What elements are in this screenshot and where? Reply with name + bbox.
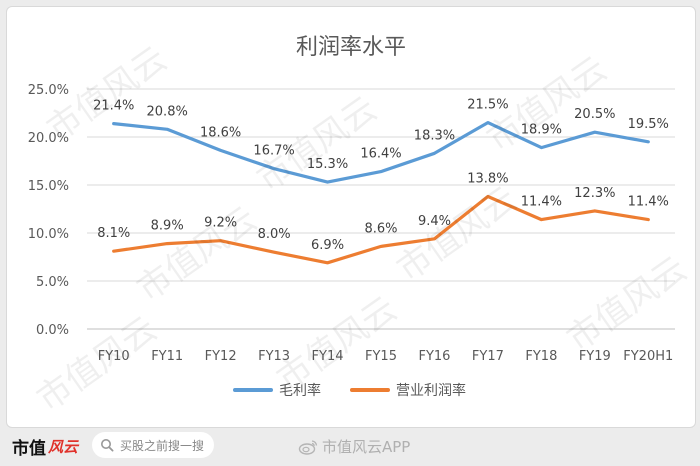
- brand-logo-mark: 风云: [48, 437, 79, 456]
- series-line-1: [112, 120, 650, 184]
- x-tick-label: FY14: [312, 349, 344, 364]
- x-tick-label: FY20H1: [623, 349, 673, 364]
- data-label: 8.1%: [97, 226, 130, 241]
- y-tick-label: 10.0%: [28, 227, 69, 242]
- data-label: 8.9%: [151, 219, 184, 234]
- x-tick-label: FY16: [418, 349, 450, 364]
- data-label: 21.4%: [93, 99, 134, 114]
- search-box[interactable]: 买股之前搜一搜: [92, 432, 214, 458]
- x-tick-label: FY11: [151, 349, 183, 364]
- x-tick-label: FY10: [98, 349, 130, 364]
- data-label: 18.9%: [521, 123, 562, 138]
- chart-title: 利润率水平: [296, 35, 406, 60]
- data-label: 19.5%: [628, 117, 669, 132]
- series: [112, 120, 650, 265]
- x-axis: FY10 FY11 FY12 FY13 FY14 FY15 FY16 FY17 FY18 FY19…: [98, 349, 674, 364]
- weibo-icon: [298, 439, 318, 455]
- data-label: 9.4%: [418, 214, 451, 229]
- x-tick-label: FY15: [365, 349, 397, 364]
- search-icon: [101, 439, 114, 452]
- data-label: 16.4%: [360, 147, 401, 162]
- x-tick-label: FY13: [258, 349, 290, 364]
- data-label: 18.6%: [200, 125, 241, 140]
- y-tick-label: 15.0%: [28, 179, 69, 194]
- data-label: 9.2%: [204, 216, 237, 231]
- data-label: 13.8%: [467, 172, 508, 187]
- data-label: 6.9%: [311, 238, 344, 253]
- series-line-2: [112, 194, 650, 265]
- data-labels: 21.4% 20.8% 18.6% 16.7% 15.3% 16.4% 18.3% 21.5%…: [93, 98, 669, 253]
- brand-name: 市值: [12, 438, 46, 459]
- data-label: 16.7%: [253, 144, 294, 159]
- legend-label-1: 毛利率: [279, 382, 321, 399]
- x-tick-label: FY12: [205, 349, 237, 364]
- data-label: 12.3%: [574, 186, 615, 201]
- data-label: 15.3%: [307, 157, 348, 172]
- brand-logo[interactable]: 市值 风云: [12, 432, 78, 460]
- x-tick-label: FY17: [472, 349, 504, 364]
- data-label: 8.0%: [258, 227, 291, 242]
- data-label: 11.4%: [628, 195, 669, 210]
- line-chart: 利润率水平 0.0%5.0%10.0%15.0%20.0%25.0% FY10 F…: [28, 35, 675, 399]
- legend-label-2: 营业利润率: [396, 382, 466, 399]
- data-label: 11.4%: [521, 195, 562, 210]
- y-tick-label: 20.0%: [28, 131, 69, 146]
- gridlines: [87, 88, 675, 330]
- data-label: 21.5%: [467, 98, 508, 113]
- weibo-credit: 市值风云APP: [298, 436, 410, 457]
- chart-card: 利润率水平 0.0% 5.0% 10.0% 15.0% 20.0% 25.0% FY10 F…: [6, 6, 696, 428]
- x-tick-label: FY18: [525, 349, 557, 364]
- data-label: 18.3%: [414, 128, 455, 143]
- y-tick-label: 0.0%: [36, 323, 69, 338]
- x-tick-label: FY19: [579, 349, 611, 364]
- y-axis: 0.0% 5.0% 10.0% 15.0% 20.0% 25.0%: [28, 83, 69, 338]
- y-tick-label: 5.0%: [36, 275, 69, 290]
- search-placeholder: 买股之前搜一搜: [120, 438, 205, 453]
- data-label: 20.5%: [574, 107, 615, 122]
- weibo-credit-text: 市值风云APP: [322, 438, 411, 456]
- legend: 毛利率 营业利润率: [233, 382, 466, 399]
- data-label: 8.6%: [364, 221, 397, 236]
- y-tick-label: 25.0%: [28, 83, 69, 98]
- footer-bar: 市值 风云 买股之前搜一搜 市值风云APP: [0, 428, 700, 466]
- data-label: 20.8%: [147, 104, 188, 119]
